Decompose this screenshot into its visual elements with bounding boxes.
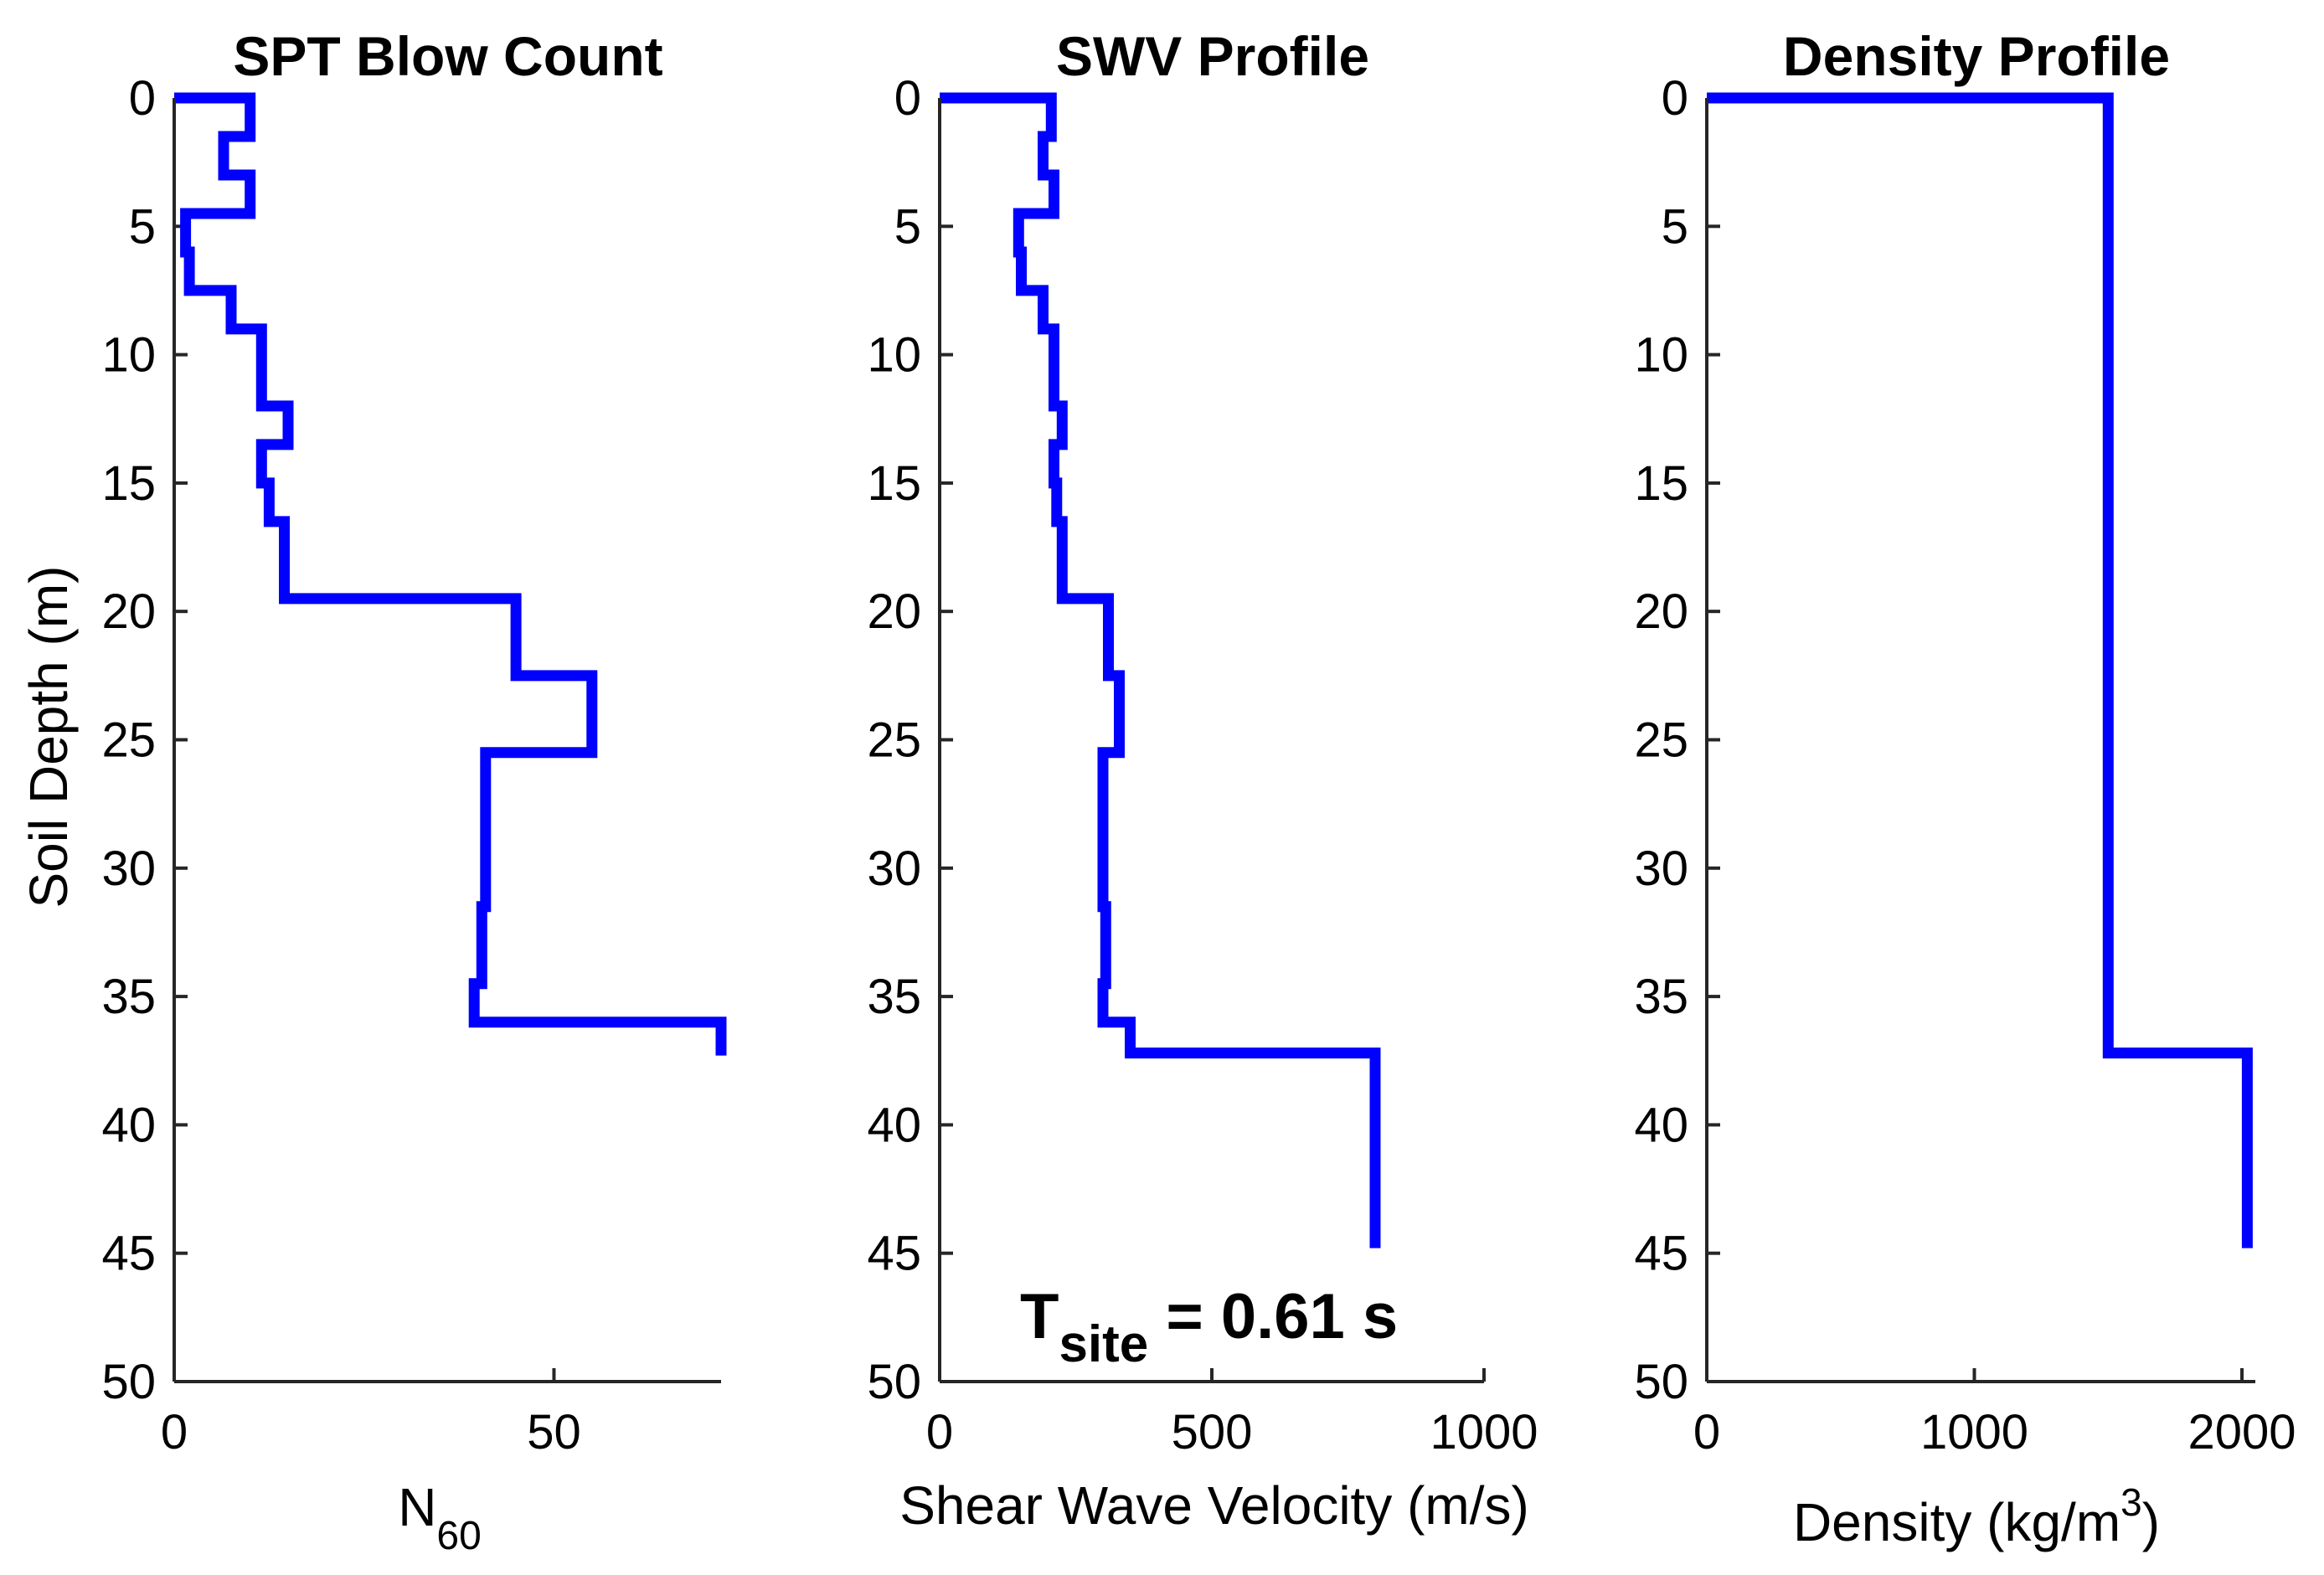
y-tick-label: 30 <box>101 842 156 896</box>
y-tick-label: 5 <box>894 199 921 254</box>
x-axis-label-subscript: 60 <box>436 1514 481 1558</box>
y-tick-label: 0 <box>1662 71 1688 126</box>
chart-title: Density Profile <box>1783 25 2170 87</box>
y-tick-label: 0 <box>129 71 156 126</box>
y-tick-label: 35 <box>101 970 156 1024</box>
panel-swv-profile: SWV Profile 0 5 10 15 20 25 30 35 40 45 50 0 500 100… <box>867 25 1538 1536</box>
y-tick-label: 10 <box>101 328 156 383</box>
y-axis-ticks: 0 5 10 15 20 25 30 35 40 45 50 <box>867 71 953 1409</box>
x-tick-label: 0 <box>161 1405 188 1459</box>
x-axis-label-main: N <box>398 1477 436 1537</box>
y-tick-label: 45 <box>867 1227 921 1281</box>
y-axis-ticks: 0 5 10 15 20 25 30 35 40 45 50 <box>1634 71 1720 1409</box>
chart-title: SWV Profile <box>1056 25 1369 87</box>
y-tick-label: 25 <box>867 713 921 768</box>
x-tick-label: 50 <box>527 1405 581 1459</box>
series-line-vs <box>940 92 1381 1248</box>
y-tick-label: 25 <box>101 713 156 768</box>
x-axis-ticks: 0 1000 2000 <box>1693 1368 2296 1459</box>
y-axis-label: Soil Depth (m) <box>18 566 79 908</box>
y-tick-label: 35 <box>1634 970 1688 1024</box>
annotation-rest: = 0.61 s <box>1148 1281 1398 1352</box>
y-tick-label: 5 <box>1662 199 1688 254</box>
panel-density-profile: Density Profile 0 5 10 15 20 25 30 35 40 45 50 0 10… <box>1634 25 2296 1552</box>
y-tick-label: 5 <box>129 199 156 254</box>
x-axis-label-main: Density (kg/m <box>1793 1492 2120 1552</box>
y-tick-label: 45 <box>1634 1227 1688 1281</box>
y-tick-label: 20 <box>1634 584 1688 639</box>
y-tick-label: 10 <box>867 328 921 383</box>
y-tick-label: 20 <box>867 584 921 639</box>
x-axis-label: N60 <box>398 1477 482 1558</box>
x-axis-ticks: 0 500 1000 <box>926 1368 1538 1459</box>
y-tick-label: 15 <box>1634 456 1688 511</box>
y-tick-label: 0 <box>894 71 921 126</box>
y-tick-label: 40 <box>1634 1098 1688 1152</box>
x-tick-label: 0 <box>926 1405 953 1459</box>
y-tick-label: 15 <box>867 456 921 511</box>
x-axis-label-end: ) <box>2142 1492 2160 1552</box>
chart-title: SPT Blow Count <box>233 25 662 87</box>
y-tick-label: 30 <box>867 842 921 896</box>
y-tick-label: 10 <box>1634 328 1688 383</box>
x-tick-label: 500 <box>1172 1405 1253 1459</box>
annotation-subscript: site <box>1059 1315 1148 1373</box>
series-line-density <box>1707 92 2253 1248</box>
y-tick-label: 25 <box>1634 713 1688 768</box>
series-line-n60 <box>174 92 727 1056</box>
y-tick-label: 30 <box>1634 842 1688 896</box>
x-tick-label: 0 <box>1693 1405 1720 1459</box>
y-tick-label: 45 <box>101 1227 156 1281</box>
x-tick-label: 1000 <box>1920 1405 2028 1459</box>
annotation-main: T <box>1020 1281 1059 1352</box>
y-tick-label: 35 <box>867 970 921 1024</box>
x-axis-label: Shear Wave Velocity (m/s) <box>899 1475 1529 1536</box>
y-tick-label: 40 <box>101 1098 156 1152</box>
x-tick-label: 2000 <box>2188 1405 2296 1459</box>
site-period-annotation: Tsite = 0.61 s <box>1020 1281 1398 1373</box>
y-tick-label: 50 <box>1634 1355 1688 1409</box>
y-tick-label: 40 <box>867 1098 921 1152</box>
y-tick-label: 15 <box>101 456 156 511</box>
y-tick-label: 50 <box>867 1355 921 1409</box>
y-axis-ticks: 0 5 10 15 20 25 30 35 40 45 50 <box>101 71 188 1409</box>
x-axis-label: Density (kg/m3) <box>1793 1480 2160 1552</box>
y-tick-label: 50 <box>101 1355 156 1409</box>
y-tick-label: 20 <box>101 584 156 639</box>
x-axis-label-superscript: 3 <box>2120 1480 2142 1524</box>
x-tick-label: 1000 <box>1430 1405 1538 1459</box>
